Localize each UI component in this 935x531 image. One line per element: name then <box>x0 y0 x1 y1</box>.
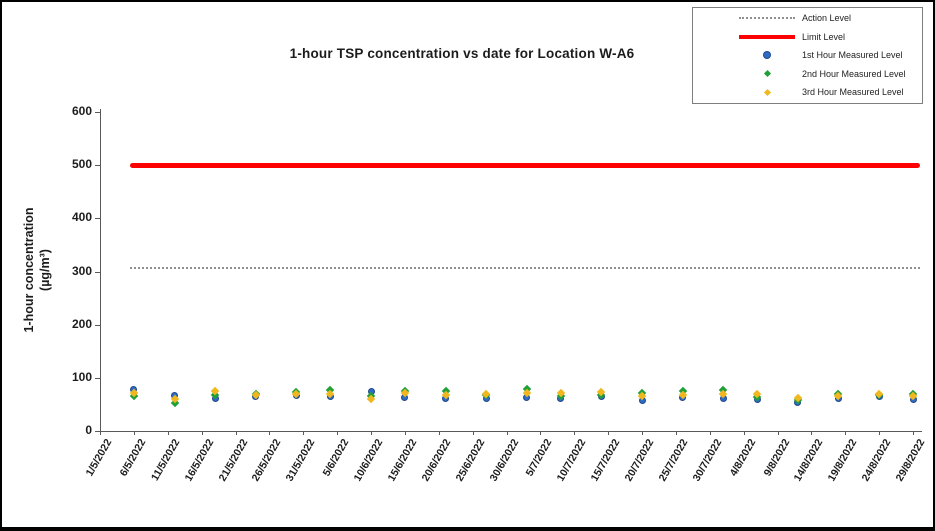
y-axis-tick <box>95 324 100 326</box>
y-axis-tick <box>95 165 100 167</box>
x-axis-tick <box>133 431 135 435</box>
legend-row-action: Action Level <box>693 9 922 28</box>
legend-marker-swatch <box>763 88 771 96</box>
x-axis-tick <box>269 431 271 435</box>
legend-marker-swatch <box>763 69 771 78</box>
x-axis-tick <box>404 431 406 435</box>
legend-row-1st-hour: 1st Hour Measured Level <box>693 46 922 65</box>
x-axis-tick <box>845 431 847 435</box>
y-axis-line <box>100 109 101 432</box>
legend-box: Action Level Limit Level 1st Hour Measur… <box>692 7 923 104</box>
limit-level-line-icon <box>739 34 795 39</box>
legend-line-swatch <box>739 34 795 39</box>
x-axis-tick <box>438 431 440 435</box>
limit-level-line <box>129 162 920 168</box>
chart-title: 1-hour TSP concentration vs date for Loc… <box>289 46 635 61</box>
x-axis-tick <box>811 431 813 435</box>
y-axis-tick-label: 0 <box>85 423 92 437</box>
third-hour-marker-icon <box>739 88 795 96</box>
y-axis-tick-label: 500 <box>71 157 92 172</box>
y-axis-tick-label: 600 <box>71 104 92 118</box>
x-axis-tick <box>913 431 914 435</box>
x-axis-tick <box>642 431 643 435</box>
second-hour-marker-icon <box>739 69 795 78</box>
y-axis-tick <box>95 271 100 273</box>
y-axis-tick <box>95 377 100 379</box>
x-axis-line <box>100 431 922 432</box>
legend-row-3rd-hour: 3rd Hour Measured Level <box>693 83 922 102</box>
legend-line-swatch <box>739 17 795 19</box>
x-axis-tick <box>879 431 881 435</box>
x-axis-tick <box>371 431 372 435</box>
y-axis-tick-label: 300 <box>71 263 92 278</box>
y-axis-tick-label: 200 <box>71 316 92 331</box>
x-axis-tick <box>472 431 474 435</box>
action-level-line <box>129 267 920 270</box>
legend-row-2nd-hour: 2nd Hour Measured Level <box>693 64 922 83</box>
x-axis-tick <box>608 431 610 435</box>
legend-label: 3rd Hour Measured Level <box>802 87 904 97</box>
x-axis-tick <box>201 431 203 435</box>
legend-marker-swatch <box>763 51 771 59</box>
legend-label: Limit Level <box>802 31 846 42</box>
legend-row-limit: Limit Level <box>693 27 922 46</box>
y-axis-tick <box>95 431 100 432</box>
y-axis-tick-label: 400 <box>71 210 92 225</box>
x-axis-tick <box>337 431 339 435</box>
first-hour-marker-icon <box>739 51 795 59</box>
x-axis-tick <box>235 431 237 435</box>
x-axis-tick <box>540 431 542 435</box>
y-axis-tick-label: 100 <box>71 369 92 384</box>
x-axis-tick <box>574 431 576 435</box>
x-axis-tick <box>743 431 745 435</box>
x-axis-tick <box>709 431 711 435</box>
x-axis-tick <box>303 431 305 435</box>
x-axis-tick <box>506 431 508 435</box>
legend-label: Action Level <box>802 13 852 23</box>
legend-label: 1st Hour Measured Level <box>802 50 903 60</box>
y-axis-tick <box>95 218 100 220</box>
legend-label: 2nd Hour Measured Level <box>802 68 906 79</box>
x-axis-tick <box>100 431 101 435</box>
x-axis-tick <box>777 431 779 435</box>
x-axis-tick <box>167 431 169 435</box>
action-level-line-icon <box>739 17 795 19</box>
y-axis-tick <box>95 112 100 113</box>
x-axis-tick <box>675 431 677 435</box>
